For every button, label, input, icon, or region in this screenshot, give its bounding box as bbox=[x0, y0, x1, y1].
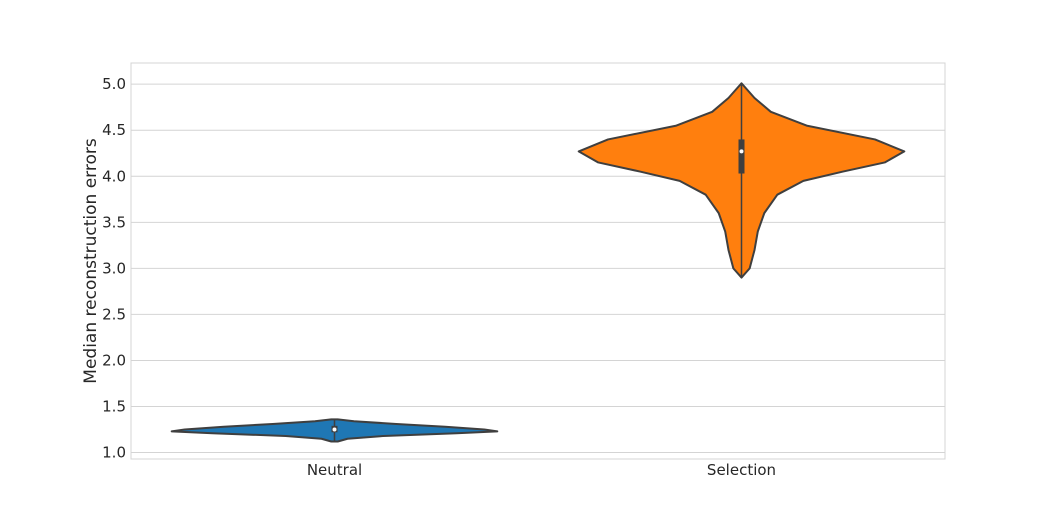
violins bbox=[170, 82, 906, 443]
gridlines bbox=[131, 83, 945, 454]
plot-frame bbox=[130, 62, 946, 460]
y-tick-label: 1.5 bbox=[102, 398, 126, 416]
y-tick-label: 2.0 bbox=[102, 351, 126, 369]
median-point-selection bbox=[739, 149, 744, 154]
y-tick-label: 1.0 bbox=[102, 444, 126, 462]
y-tick-label: 2.5 bbox=[102, 305, 126, 323]
plot-area bbox=[131, 63, 945, 459]
y-tick-label: 4.0 bbox=[102, 167, 126, 185]
y-axis-label: Median reconstruction errors bbox=[81, 138, 101, 384]
y-tick-labels: 1.0 1.5 2.0 2.5 3.0 3.5 4.0 4.5 5.0 bbox=[102, 75, 126, 461]
y-tick-label: 5.0 bbox=[102, 75, 126, 93]
y-tick-label: 4.5 bbox=[102, 121, 126, 139]
x-tick-label: Neutral bbox=[307, 461, 362, 479]
y-tick-label: 3.0 bbox=[102, 259, 126, 277]
y-tick-label: 3.5 bbox=[102, 213, 126, 231]
x-tick-labels: Neutral Selection bbox=[307, 461, 776, 479]
iqr-box-selection bbox=[738, 139, 745, 174]
median-point-neutral bbox=[332, 427, 337, 432]
x-tick-label: Selection bbox=[707, 461, 776, 479]
